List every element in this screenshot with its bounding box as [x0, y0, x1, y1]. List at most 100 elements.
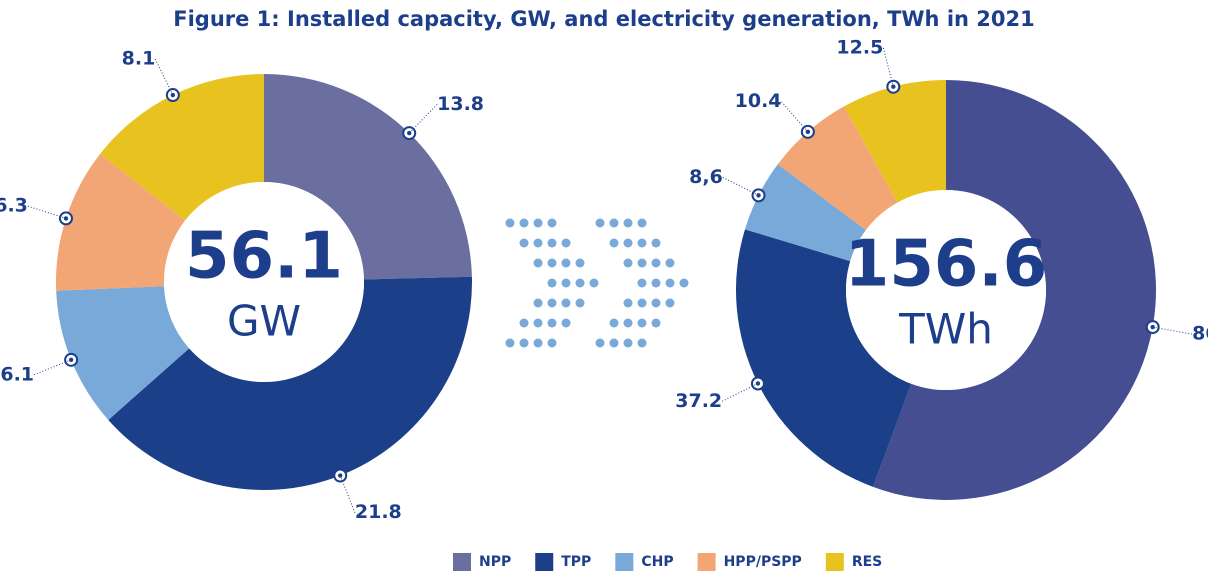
arrow-dot [519, 238, 529, 248]
legend-swatch [825, 553, 844, 571]
arrow-dot [623, 318, 633, 328]
arrow-dot [519, 318, 529, 328]
arrow-dot [561, 318, 571, 328]
leader [33, 359, 72, 376]
arrow-dot [637, 298, 647, 308]
arrow-dot [609, 238, 619, 248]
arrow-dot [637, 218, 647, 228]
arrow-dot [651, 318, 661, 328]
arrow-dot [589, 278, 599, 288]
leader [721, 383, 759, 402]
legend-swatch [697, 553, 716, 571]
legend-label: HPP/PSPP [724, 554, 802, 570]
data-label: 13.8 [437, 93, 484, 115]
leader [154, 58, 174, 96]
donut-segment [873, 80, 1156, 500]
arrow-dot [519, 218, 529, 228]
data-label: 8,6 [689, 166, 723, 188]
arrow-dot [609, 318, 619, 328]
center-unit: TWh [898, 305, 993, 354]
data-label: 10.4 [735, 90, 782, 112]
arrow-dot [547, 278, 557, 288]
legend-label: TPP [561, 554, 591, 570]
arrow-dot [595, 218, 605, 228]
marker-dot [338, 473, 343, 478]
chart-title: Figure 1: Installed capacity, GW, and el… [173, 7, 1034, 31]
arrow-dot [623, 338, 633, 348]
leader [781, 101, 809, 133]
arrow-dot [637, 338, 647, 348]
data-label: 37.2 [675, 390, 722, 412]
leader [1152, 326, 1193, 335]
marker-dot [407, 130, 412, 136]
arrow-dot [651, 238, 661, 248]
data-label: 6.1 [0, 363, 34, 385]
arrow-dot [561, 258, 571, 268]
donut-segment [56, 286, 190, 420]
donut-hole [164, 182, 364, 382]
arrow-dot [561, 238, 571, 248]
leader [27, 205, 67, 219]
marker-dot [170, 92, 176, 98]
arrow-dot [623, 298, 633, 308]
arrow-dot [547, 238, 557, 248]
arrow-dot [533, 318, 543, 328]
arrow-dot [547, 338, 557, 348]
arrow-dot [533, 338, 543, 348]
arrow-dot [575, 278, 585, 288]
arrow-dot [533, 238, 543, 248]
arrow-dot [623, 258, 633, 268]
legend-label: RES [852, 554, 882, 570]
center-total: 56.1 [185, 220, 343, 294]
arrow-dot [651, 278, 661, 288]
arrow-dot [519, 338, 529, 348]
arrow-dot [533, 258, 543, 268]
arrow-dot [505, 338, 515, 348]
legend-label: CHP [641, 554, 673, 570]
center-total: 156.6 [845, 228, 1047, 302]
arrow-dot [623, 218, 633, 228]
leader [339, 475, 356, 513]
arrow-dot [665, 258, 675, 268]
arrow-dot [575, 258, 585, 268]
center-unit: GW [227, 297, 301, 346]
arrow-dot [561, 298, 571, 308]
arrow-dot [665, 298, 675, 308]
arrow-dot [533, 218, 543, 228]
arrow-dot [547, 298, 557, 308]
donut-segment [100, 74, 264, 221]
arrow-dot [651, 298, 661, 308]
marker-dot [755, 381, 761, 386]
data-label: 8.1 [122, 48, 156, 70]
leader [408, 104, 438, 134]
data-label: 86.2 [1192, 323, 1208, 345]
donut-segment [744, 164, 866, 262]
donut-segment [264, 74, 472, 280]
arrow-dot [679, 278, 689, 288]
legend-swatch [615, 553, 634, 571]
arrow-dot [623, 238, 633, 248]
arrow-dot [533, 298, 543, 308]
arrow-dot [547, 218, 557, 228]
legend-swatch [453, 553, 471, 571]
legend-label: NPP [479, 554, 511, 570]
arrow-dot [651, 258, 661, 268]
donut-hole [846, 190, 1046, 390]
arrow-dot [505, 218, 515, 228]
arrow-dot [561, 278, 571, 288]
marker-dot [68, 357, 74, 363]
data-label: 6.3 [0, 195, 28, 217]
arrow-dot [637, 258, 647, 268]
arrow-dot [665, 278, 675, 288]
arrow-dot [547, 258, 557, 268]
arrow-dot [609, 338, 619, 348]
leader [882, 47, 894, 87]
data-label: 12.5 [836, 36, 883, 58]
arrow-dot [637, 278, 647, 288]
data-label: 21.8 [355, 501, 402, 523]
legend-swatch [535, 553, 554, 571]
arrow-dot [547, 318, 557, 328]
arrow-dot [595, 338, 605, 348]
donut-segment [844, 80, 946, 203]
